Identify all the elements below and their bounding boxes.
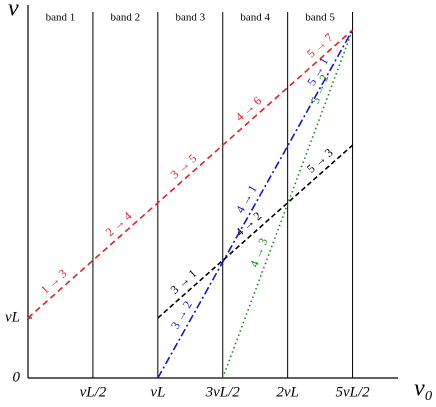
- line-label: 4 → 6: [233, 94, 265, 124]
- series-line: [157, 144, 354, 319]
- x-tick-label: 3vL/2: [205, 384, 241, 400]
- band-label: band 2: [111, 12, 141, 24]
- x-tick-label: vL/2: [80, 384, 107, 400]
- y-tick-label: νL: [5, 309, 20, 325]
- line-label: 2 → 4: [103, 209, 135, 239]
- line-label: 4 → 3: [247, 236, 271, 269]
- series-line: [27, 29, 354, 319]
- x-tick-label: 5vL/2: [335, 384, 370, 400]
- band-label: band 3: [175, 12, 205, 24]
- line-label: 1 → 3: [38, 266, 70, 296]
- x-tick-label: vL: [150, 384, 165, 400]
- x-axis-label: v₀: [414, 376, 433, 402]
- series-line: [221, 29, 354, 379]
- x-tick-label: 2vL: [276, 384, 299, 400]
- band-label: band 1: [46, 12, 76, 24]
- line-label: 3 → 5: [168, 151, 200, 181]
- line-label: 3 → 2: [168, 298, 195, 331]
- band-label: band 5: [305, 12, 335, 24]
- y-tick-label: 0: [13, 369, 21, 385]
- line-label: 5 → 3: [304, 145, 336, 175]
- y-axis-label: ν: [8, 0, 19, 22]
- line-label: 3 → 1: [168, 266, 200, 296]
- series-line: [157, 29, 354, 379]
- band-label: band 4: [240, 12, 270, 24]
